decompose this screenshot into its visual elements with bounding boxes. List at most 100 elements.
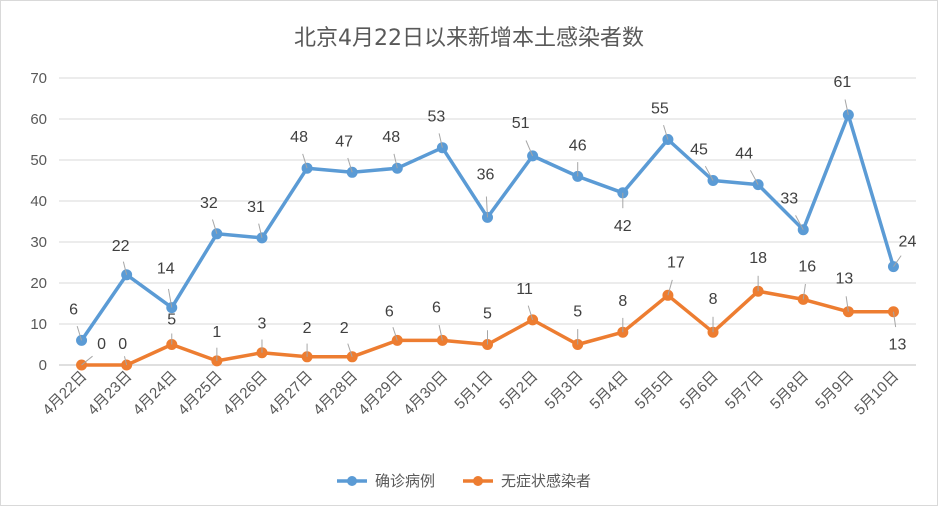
x-tick-label: 5月8日 — [767, 368, 812, 413]
x-tick-label: 5月6日 — [677, 368, 722, 413]
data-label: 17 — [667, 254, 685, 271]
label-leader — [76, 325, 83, 341]
data-label: 5 — [483, 306, 492, 323]
label-leader — [167, 288, 173, 308]
label-leader — [438, 324, 443, 341]
data-label: 48 — [290, 129, 308, 146]
legend: 确诊病例 无症状感染者 — [337, 472, 591, 490]
label-leader — [392, 327, 398, 341]
label-leader — [663, 125, 669, 140]
data-label: 42 — [614, 218, 632, 235]
x-tick-label: 5月1日 — [451, 368, 496, 413]
label-leader — [892, 311, 897, 328]
data-label: 61 — [833, 74, 851, 91]
label-leader — [211, 219, 218, 234]
label-leader — [704, 165, 714, 181]
data-label: 31 — [247, 199, 265, 216]
y-tick-label: 60 — [30, 111, 47, 128]
y-axis-ticks: 0 10 20 30 40 50 60 70 — [30, 70, 47, 374]
data-label: 24 — [899, 234, 917, 251]
y-tick-label: 0 — [39, 357, 47, 374]
label-leader — [893, 255, 902, 267]
data-label: 18 — [749, 250, 767, 267]
label-leader — [122, 261, 128, 275]
x-tick-label: 4月30日 — [400, 368, 451, 419]
data-label: 36 — [477, 166, 495, 183]
data-label: 1 — [212, 324, 221, 341]
y-tick-label: 70 — [30, 70, 47, 87]
data-label: 11 — [516, 281, 533, 298]
y-tick-label: 20 — [30, 275, 47, 292]
data-label: 6 — [69, 301, 78, 318]
data-label: 22 — [112, 238, 130, 255]
x-axis-ticks: 4月22日4月23日4月24日4月25日4月26日4月27日4月28日4月29日… — [39, 368, 902, 419]
data-label: 55 — [651, 101, 669, 118]
label-leader — [347, 343, 353, 357]
y-tick-label: 40 — [30, 193, 47, 210]
data-label: 5 — [167, 312, 176, 329]
label-leader — [795, 215, 804, 230]
data-label: 13 — [889, 337, 907, 354]
x-tick-label: 5月3日 — [542, 368, 587, 413]
data-label: 53 — [427, 109, 445, 126]
data-label: 6 — [385, 303, 394, 320]
label-leader — [802, 283, 806, 300]
label-leader — [485, 196, 488, 218]
data-label: 13 — [835, 271, 853, 288]
label-leader — [844, 99, 849, 116]
data-label: 0 — [97, 336, 106, 353]
data-label: 46 — [569, 137, 587, 154]
label-leader — [347, 157, 353, 173]
x-tick-label: 4月29日 — [355, 368, 406, 419]
x-tick-label: 5月9日 — [812, 368, 857, 413]
x-tick-label: 4月28日 — [310, 368, 361, 419]
data-label: 6 — [432, 299, 441, 316]
data-label: 51 — [512, 115, 530, 132]
legend-entry: 确诊病例 — [375, 472, 435, 490]
label-leader — [527, 305, 534, 321]
x-tick-label: 5月4日 — [587, 368, 632, 413]
label-leader — [438, 133, 443, 148]
data-label: 33 — [780, 191, 798, 208]
data-label: 16 — [798, 258, 816, 275]
y-tick-label: 10 — [30, 316, 47, 333]
x-tick-label: 4月24日 — [130, 368, 181, 419]
label-leader — [667, 279, 673, 296]
label-leader — [749, 170, 759, 185]
y-tick-label: 50 — [30, 152, 47, 169]
x-tick-label: 5月7日 — [722, 368, 767, 413]
data-label: 44 — [735, 146, 753, 163]
data-label: 5 — [573, 304, 582, 321]
data-label: 14 — [157, 261, 175, 278]
label-leader — [393, 153, 398, 169]
data-label: 3 — [258, 316, 267, 333]
legend-swatch-marker — [347, 476, 357, 486]
x-tick-label: 4月27日 — [265, 368, 316, 419]
series-line-1 — [81, 289, 894, 367]
label-leader — [845, 296, 849, 312]
x-tick-label: 4月22日 — [39, 368, 90, 419]
x-tick-label: 5月10日 — [851, 368, 902, 419]
data-label: 32 — [200, 195, 218, 212]
y-tick-label: 30 — [30, 234, 47, 251]
data-label: 47 — [335, 133, 353, 150]
chart-title: 北京4月22日以来新增本土感染者数 — [294, 26, 644, 51]
label-leader — [258, 223, 263, 239]
legend-swatch-marker — [473, 476, 483, 486]
x-tick-label: 4月25日 — [175, 368, 226, 419]
x-tick-label: 4月23日 — [85, 368, 136, 419]
data-label: 48 — [382, 129, 400, 146]
data-label: 8 — [709, 291, 718, 308]
x-tick-label: 4月26日 — [220, 368, 271, 419]
label-leader — [81, 355, 93, 366]
label-leader — [525, 140, 534, 157]
grid-lines — [59, 77, 916, 366]
data-label: 45 — [690, 142, 708, 159]
data-label: 2 — [303, 320, 312, 337]
x-tick-label: 5月2日 — [496, 368, 541, 413]
data-label: 0 — [118, 336, 127, 353]
data-label: 2 — [340, 320, 349, 337]
